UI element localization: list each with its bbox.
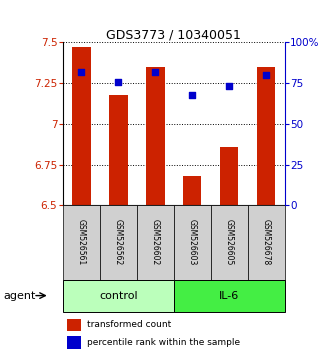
Point <box>153 69 158 75</box>
Text: GSM526561: GSM526561 <box>77 219 86 266</box>
Bar <box>257 67 275 205</box>
Point <box>226 84 232 89</box>
Bar <box>248 205 285 280</box>
Bar <box>72 47 91 205</box>
Bar <box>146 67 165 205</box>
Text: GSM526602: GSM526602 <box>151 219 160 266</box>
Bar <box>109 95 127 205</box>
Point <box>116 79 121 84</box>
Bar <box>174 280 285 312</box>
Bar <box>183 176 202 205</box>
Bar <box>211 205 248 280</box>
Bar <box>67 336 81 349</box>
Text: control: control <box>99 291 138 301</box>
Bar <box>174 205 211 280</box>
Title: GDS3773 / 10340051: GDS3773 / 10340051 <box>106 28 241 41</box>
Text: transformed count: transformed count <box>87 320 171 329</box>
Point <box>190 92 195 97</box>
Text: agent: agent <box>3 291 36 301</box>
Point <box>79 69 84 75</box>
Bar <box>220 147 238 205</box>
Text: GSM526603: GSM526603 <box>188 219 197 266</box>
Bar <box>63 280 174 312</box>
Text: IL-6: IL-6 <box>219 291 239 301</box>
Bar <box>67 319 81 331</box>
Text: percentile rank within the sample: percentile rank within the sample <box>87 338 240 347</box>
Point <box>263 72 269 78</box>
Text: GSM526678: GSM526678 <box>262 219 271 266</box>
Text: GSM526605: GSM526605 <box>225 219 234 266</box>
Bar <box>63 205 100 280</box>
Bar <box>100 205 137 280</box>
Bar <box>137 205 174 280</box>
Text: GSM526562: GSM526562 <box>114 219 123 266</box>
